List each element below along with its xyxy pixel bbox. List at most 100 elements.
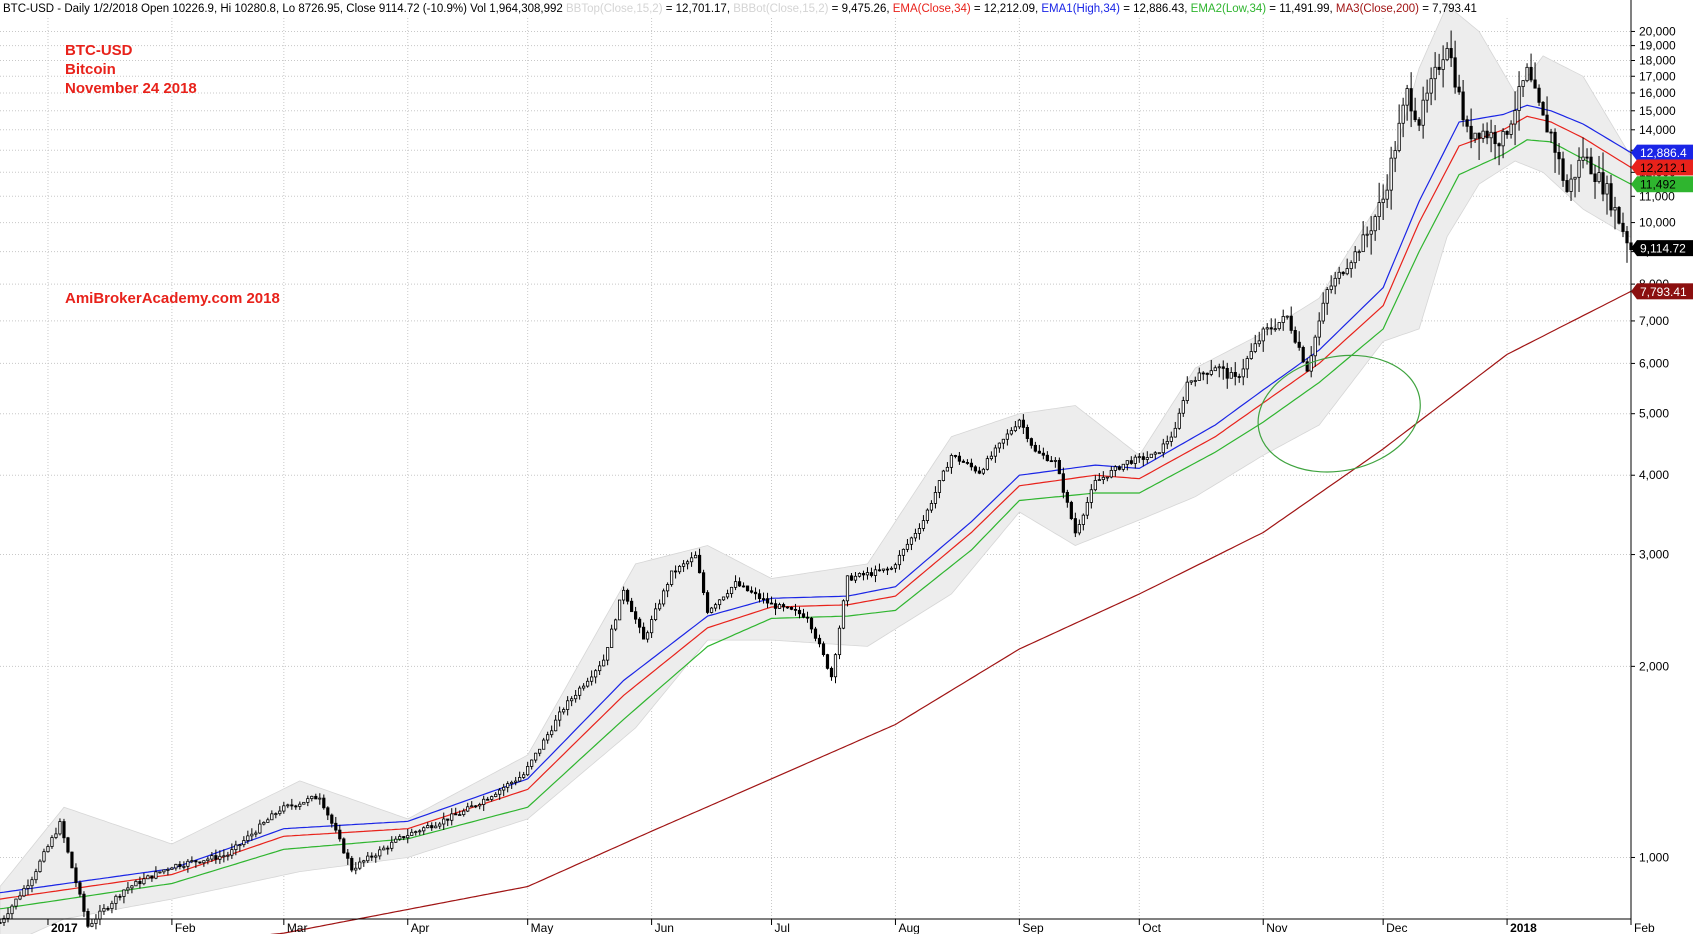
- candle-body: [398, 836, 402, 840]
- header-segment: BTC-USD - Daily 1/2/2018 Open 10226.9, H…: [3, 3, 566, 15]
- candle-body: [1545, 114, 1549, 133]
- candle-body: [1133, 456, 1137, 464]
- candle-body: [1129, 460, 1133, 464]
- candle-body: [1233, 372, 1237, 377]
- candle-body: [342, 838, 346, 854]
- candle-body: [62, 821, 66, 839]
- x-tick-label: Jul: [775, 921, 790, 934]
- candle-body: [442, 818, 446, 825]
- candle-body: [1321, 302, 1325, 322]
- candle-body: [897, 554, 902, 566]
- candle-body: [446, 818, 450, 821]
- candle-body: [813, 628, 818, 639]
- candle-body: [582, 685, 586, 689]
- x-tick-label: Sep: [1022, 921, 1044, 934]
- candle-body: [358, 861, 362, 869]
- candle-body: [1609, 183, 1613, 211]
- grid-layer: [0, 18, 1632, 919]
- candle-body: [969, 462, 974, 468]
- candle-body: [985, 458, 989, 470]
- candle-body: [38, 860, 42, 873]
- candle-body: [58, 821, 62, 835]
- candle-body: [1525, 66, 1529, 82]
- candle-body: [486, 798, 490, 801]
- candle-body: [230, 849, 234, 856]
- candle-body: [1277, 322, 1281, 330]
- candle-body: [66, 837, 70, 853]
- candle-body: [1257, 340, 1261, 345]
- candle-body: [665, 584, 670, 592]
- candle-body: [1577, 159, 1581, 178]
- candle-body: [650, 619, 654, 634]
- header-segment: BBBot(Close,15,2): [733, 3, 828, 15]
- candle-body: [1485, 130, 1489, 139]
- candle-body: [254, 832, 258, 835]
- candle-body: [118, 895, 122, 898]
- candle-body: [46, 846, 50, 853]
- x-tick-label: Feb: [175, 921, 196, 934]
- candle-body: [1593, 173, 1597, 183]
- ema-close-34-line: [0, 115, 1632, 900]
- candle-body: [554, 719, 558, 732]
- candle-body: [250, 833, 254, 837]
- candle-body: [1285, 315, 1289, 318]
- candle-body: [242, 840, 246, 846]
- candle-body: [210, 855, 214, 860]
- candle-body: [997, 442, 1001, 449]
- value-label-box: [1637, 283, 1693, 300]
- candle-body: [917, 528, 922, 534]
- candle-body: [6, 913, 10, 919]
- candle-body: [218, 855, 222, 860]
- candle-body: [725, 593, 730, 598]
- candle-body: [777, 604, 782, 609]
- candle-body: [186, 860, 190, 867]
- x-tick-label: Dec: [1386, 921, 1407, 934]
- candle-body: [1093, 480, 1097, 491]
- candle-body: [438, 823, 442, 827]
- candle-body: [1205, 372, 1209, 375]
- candle-body: [1441, 59, 1445, 70]
- candle-body: [286, 804, 290, 807]
- candle-body: [614, 619, 618, 630]
- candle-body: [1137, 456, 1141, 459]
- candle-body: [909, 537, 914, 545]
- candle-body: [1113, 466, 1117, 471]
- candle-body: [757, 593, 762, 599]
- candle-body: [737, 581, 742, 587]
- candle-body: [346, 852, 350, 859]
- candle-body: [1117, 466, 1121, 470]
- candle-body: [562, 709, 566, 713]
- candle-body: [953, 455, 958, 457]
- candle-body: [949, 455, 954, 468]
- candle-body: [1537, 87, 1541, 103]
- candle-body: [1517, 86, 1521, 111]
- candle-body: [1301, 347, 1305, 363]
- candle-body: [1345, 268, 1349, 275]
- candle-body: [258, 823, 262, 834]
- y-tick-label: 14,000: [1639, 123, 1676, 137]
- candle-body: [1189, 380, 1193, 383]
- candle-body: [1157, 452, 1161, 455]
- value-label-pointer: [1631, 283, 1637, 300]
- y-tick-label: 15,000: [1639, 104, 1676, 118]
- value-label-text: 9,114.72: [1640, 242, 1686, 256]
- candle-body: [753, 591, 758, 595]
- candle-body: [1057, 460, 1061, 475]
- candle-body: [1325, 289, 1329, 304]
- candle-body: [1153, 452, 1157, 455]
- candle-body: [150, 875, 154, 879]
- candle-body: [817, 637, 822, 645]
- candle-body: [861, 573, 866, 576]
- candle-body: [402, 836, 406, 839]
- candle-body: [825, 654, 830, 669]
- candle-body: [598, 665, 602, 672]
- ema2-low-34-line: [0, 139, 1632, 910]
- candle-body: [1433, 66, 1437, 80]
- candle-body: [494, 793, 498, 797]
- candle-body: [749, 590, 754, 593]
- value-label-box: [1637, 144, 1693, 161]
- candle-body: [622, 589, 626, 601]
- candle-body: [514, 780, 518, 783]
- candle-body: [889, 567, 894, 570]
- candle-body: [1389, 157, 1393, 191]
